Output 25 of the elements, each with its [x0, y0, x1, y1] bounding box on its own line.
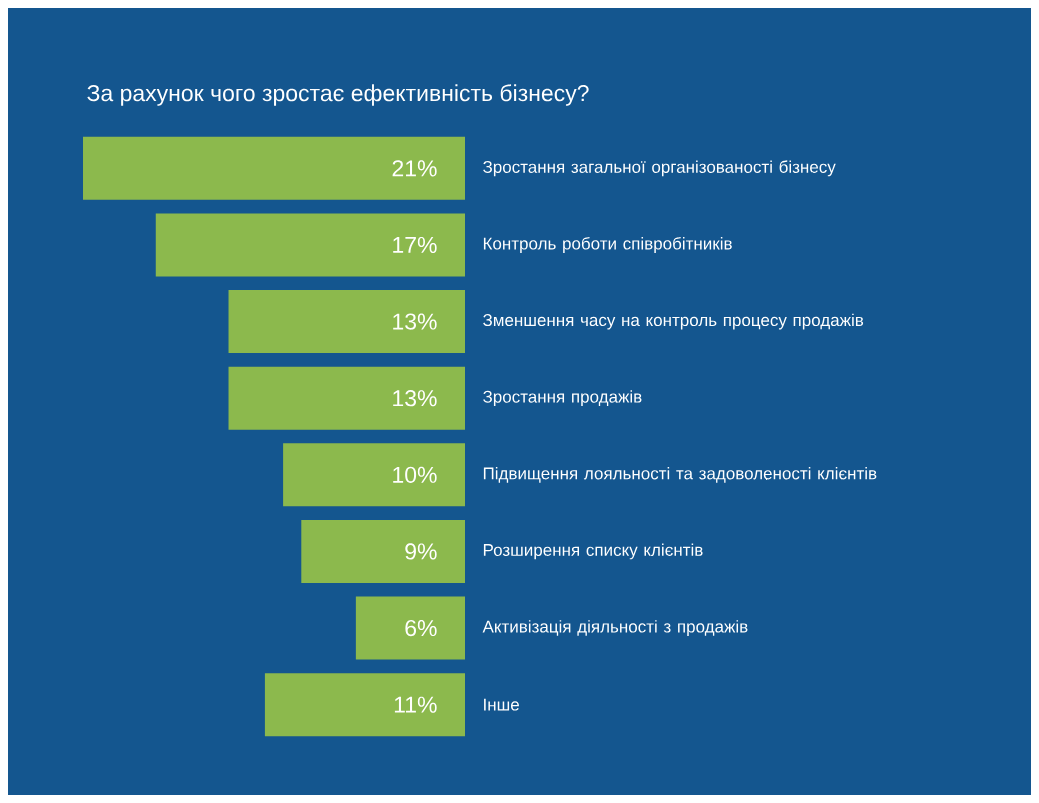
- bar: [228, 366, 466, 430]
- data-label: 10%: [393, 466, 437, 483]
- data-label: 17%: [393, 236, 437, 253]
- y-tick-label: Зростання загальної організованості бізнесу: [483, 160, 836, 177]
- y-tick-label: Підвищення лояльності та задоволеності клієнтів: [483, 466, 877, 483]
- y-tick-label: Контроль роботи співробітників: [483, 236, 732, 253]
- chart-title: За рахунок чого зростає ефективність бізнесу?: [87, 84, 589, 106]
- data-label: 13%: [393, 390, 437, 407]
- bar: [283, 443, 466, 507]
- bar: [228, 290, 466, 354]
- bar: [83, 136, 466, 200]
- data-label: 6%: [405, 619, 437, 637]
- y-tick-label: Розширення списку клієнтів: [483, 543, 703, 560]
- y-tick-label: Активізація діяльності з продажів: [482, 620, 748, 636]
- bar: [155, 213, 466, 277]
- y-tick-label: Зменшення часу на контроль процесу продажів: [483, 313, 864, 330]
- bar: [355, 596, 466, 660]
- data-label: 13%: [393, 313, 437, 330]
- data-label: 11%: [394, 696, 437, 713]
- bar: [264, 673, 466, 737]
- y-tick-label: Інше: [484, 698, 519, 711]
- data-label: 21%: [392, 160, 437, 177]
- data-label: 9%: [405, 543, 437, 560]
- bar: [301, 519, 466, 583]
- y-tick-label: Зростання продажів: [483, 390, 642, 407]
